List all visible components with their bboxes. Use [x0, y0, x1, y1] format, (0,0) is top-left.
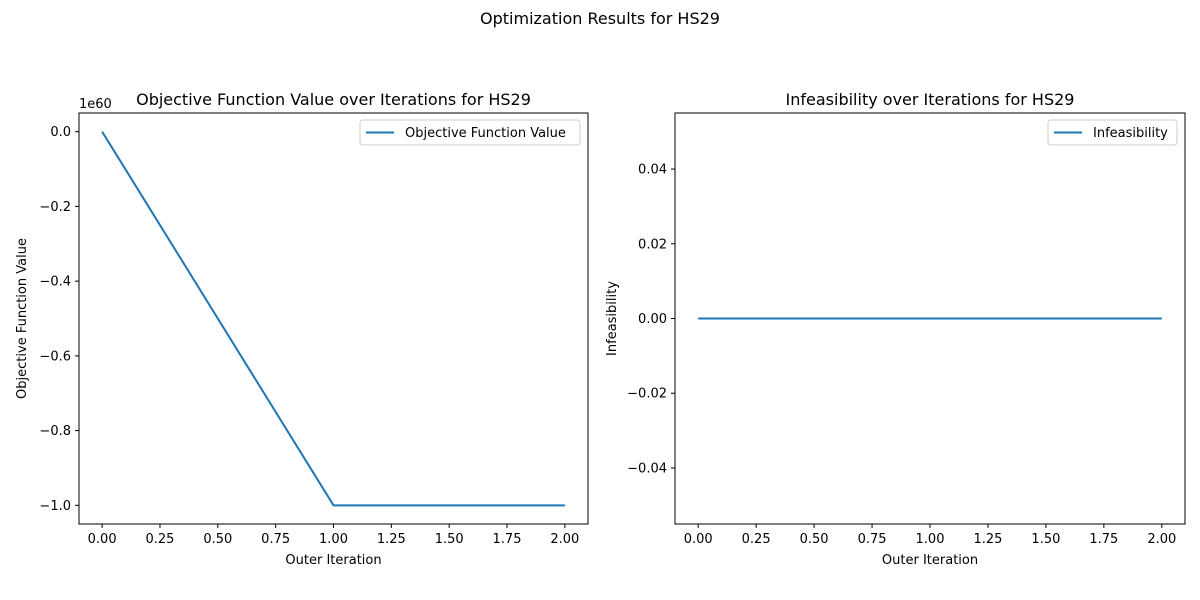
x-tick-label: 1.50	[1031, 532, 1060, 547]
axes-frame	[78, 112, 589, 525]
x-tick-label: 1.25	[973, 532, 1002, 547]
y-tick-label: 0.00	[638, 312, 667, 327]
x-tick-label: 0.25	[146, 532, 175, 547]
y-tick-label: −0.04	[627, 461, 667, 476]
legend: Infeasibility	[1047, 119, 1178, 146]
x-tick-label: 1.25	[377, 532, 406, 547]
y-axis-label: Infeasibility	[605, 281, 620, 356]
legend-box	[1047, 119, 1178, 146]
y-tick-label: −1.0	[39, 499, 71, 514]
x-tick-label: 0.75	[858, 532, 887, 547]
x-tick-label: 0.50	[203, 532, 232, 547]
legend-box	[359, 119, 581, 146]
x-tick-label: 0.00	[88, 532, 117, 547]
legend-label: Objective Function Value	[405, 126, 566, 141]
y-offset-label: 1e60	[79, 97, 112, 112]
x-tick-label: 2.00	[550, 532, 579, 547]
y-tick-label: 0.02	[638, 237, 667, 252]
x-tick-label: 0.75	[261, 532, 290, 547]
x-tick-label: 1.00	[916, 532, 945, 547]
subplot-title: Objective Function Value over Iterations…	[136, 90, 531, 109]
y-tick-label: 0.0	[50, 125, 71, 140]
x-tick-label: 0.50	[800, 532, 829, 547]
legend-label: Infeasibility	[1093, 126, 1168, 141]
x-tick-label: 0.25	[742, 532, 771, 547]
y-tick-label: −0.2	[39, 200, 71, 215]
x-axis-label: Outer Iteration	[882, 553, 978, 568]
x-tick-label: 2.00	[1147, 532, 1176, 547]
x-tick-label: 1.50	[435, 532, 464, 547]
y-tick-label: −0.4	[39, 275, 71, 290]
x-tick-label: 0.00	[684, 532, 713, 547]
x-tick-label: 1.00	[319, 532, 348, 547]
x-tick-label: 1.75	[493, 532, 522, 547]
y-tick-label: −0.02	[627, 387, 667, 402]
series-line	[101, 131, 565, 507]
subplot-2: Infeasibility over Iterations for HS29 0.…	[605, 90, 1186, 568]
y-tick-label: 0.04	[638, 163, 667, 178]
y-axis-label: Objective Function Value	[15, 238, 30, 399]
legend: Objective Function Value	[359, 119, 581, 146]
x-axis-label: Outer Iteration	[285, 553, 381, 568]
subplot-title: Infeasibility over Iterations for HS29	[786, 90, 1075, 109]
figure-suptitle: Optimization Results for HS29	[480, 9, 720, 28]
x-tick-label: 1.75	[1089, 532, 1118, 547]
y-tick-label: −0.6	[39, 349, 71, 364]
subplot-1: Objective Function Value over Iterations…	[15, 90, 589, 568]
y-tick-label: −0.8	[39, 424, 71, 439]
